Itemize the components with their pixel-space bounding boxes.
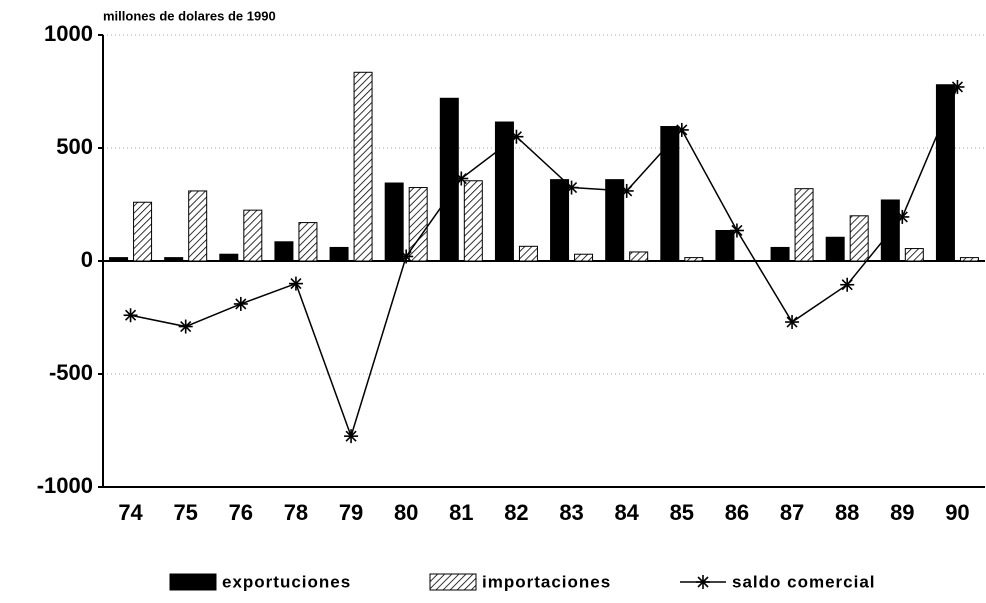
point bbox=[674, 122, 689, 137]
x-tick-label: 82 bbox=[504, 500, 528, 525]
point bbox=[840, 277, 855, 292]
point bbox=[178, 319, 193, 334]
point bbox=[288, 276, 303, 291]
y-tick-label: 1000 bbox=[44, 21, 93, 46]
bar bbox=[188, 190, 208, 262]
bar bbox=[550, 179, 570, 262]
legend-label: saldo comercial bbox=[732, 572, 876, 591]
point bbox=[344, 429, 359, 444]
point bbox=[564, 180, 579, 195]
point bbox=[950, 79, 965, 94]
point bbox=[895, 209, 910, 224]
x-tick-label: 83 bbox=[559, 500, 583, 525]
bar bbox=[164, 257, 184, 262]
y-tick-label: -500 bbox=[49, 360, 93, 385]
legend-label: importaciones bbox=[482, 572, 611, 591]
bar bbox=[384, 182, 404, 262]
bar bbox=[794, 188, 814, 262]
x-tick-label: 87 bbox=[780, 500, 804, 525]
bar bbox=[574, 253, 594, 262]
bar bbox=[904, 248, 924, 262]
point bbox=[454, 171, 469, 186]
bar bbox=[629, 251, 649, 262]
bar bbox=[298, 222, 318, 262]
x-tick-label: 84 bbox=[614, 500, 639, 525]
bar bbox=[243, 209, 263, 262]
point bbox=[729, 223, 744, 238]
point bbox=[785, 315, 800, 330]
x-tick-label: 90 bbox=[945, 500, 969, 525]
legend-swatch bbox=[696, 575, 710, 589]
point bbox=[509, 129, 524, 144]
y-tick-label: -1000 bbox=[37, 473, 93, 498]
x-tick-label: 86 bbox=[725, 500, 749, 525]
bar bbox=[518, 245, 538, 262]
line bbox=[130, 86, 959, 439]
point bbox=[233, 296, 248, 311]
bar bbox=[353, 71, 373, 262]
bar bbox=[605, 179, 625, 262]
bar bbox=[463, 180, 483, 262]
point bbox=[619, 183, 634, 198]
x-tick-label: 80 bbox=[394, 500, 418, 525]
x-tick-label: 78 bbox=[284, 500, 308, 525]
bar bbox=[219, 253, 239, 262]
y-tick-label: 500 bbox=[56, 134, 93, 159]
legend-swatch bbox=[169, 573, 217, 591]
point bbox=[399, 249, 414, 264]
bar bbox=[329, 246, 349, 262]
bar bbox=[494, 121, 514, 262]
bar bbox=[133, 201, 153, 262]
bar bbox=[959, 257, 979, 262]
x-tick-label: 85 bbox=[670, 500, 694, 525]
x-tick-label: 88 bbox=[835, 500, 859, 525]
bar bbox=[770, 246, 790, 262]
bar bbox=[880, 199, 900, 262]
x-tick-label: 74 bbox=[118, 500, 143, 525]
x-tick-label: 81 bbox=[449, 500, 473, 525]
legend-swatch bbox=[429, 573, 477, 591]
bar bbox=[439, 97, 459, 262]
bar bbox=[849, 215, 869, 262]
bar bbox=[274, 241, 294, 262]
bar bbox=[684, 257, 704, 262]
bar bbox=[715, 229, 735, 262]
x-tick-label: 79 bbox=[339, 500, 363, 525]
bar bbox=[408, 187, 428, 262]
point bbox=[123, 308, 138, 323]
x-tick-label: 76 bbox=[229, 500, 253, 525]
bar bbox=[660, 126, 680, 262]
x-tick-label: 89 bbox=[890, 500, 914, 525]
chart-title: millones de dolares de 1990 bbox=[103, 8, 276, 23]
x-tick-label: 75 bbox=[173, 500, 197, 525]
bar bbox=[825, 236, 845, 262]
y-tick-label: 0 bbox=[81, 247, 93, 272]
legend-label: exportuciones bbox=[222, 572, 351, 591]
bar bbox=[109, 257, 129, 262]
bar bbox=[935, 84, 955, 262]
